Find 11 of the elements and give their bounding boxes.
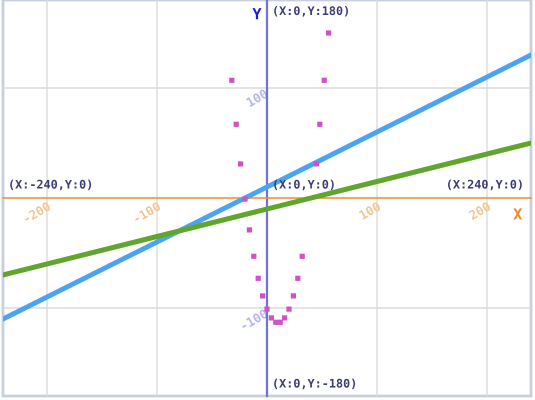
annotation: (X:240,Y:0) (448, 180, 522, 190)
x-tick-label: 200 (468, 201, 492, 220)
x-axis-title: X (513, 208, 522, 220)
x-tick-label: -100 (132, 201, 162, 224)
y-axis-title: Y (252, 8, 262, 20)
x-tick-label: 100 (358, 201, 382, 220)
annotation: (X:0,Y:0) (274, 180, 334, 190)
annotation: (X:0,Y:-180) (274, 378, 356, 390)
annotation: (X:-240,Y:0) (10, 180, 92, 190)
annotation: (X:0,Y:180) (274, 6, 348, 17)
x-tick-label: -200 (22, 201, 52, 224)
